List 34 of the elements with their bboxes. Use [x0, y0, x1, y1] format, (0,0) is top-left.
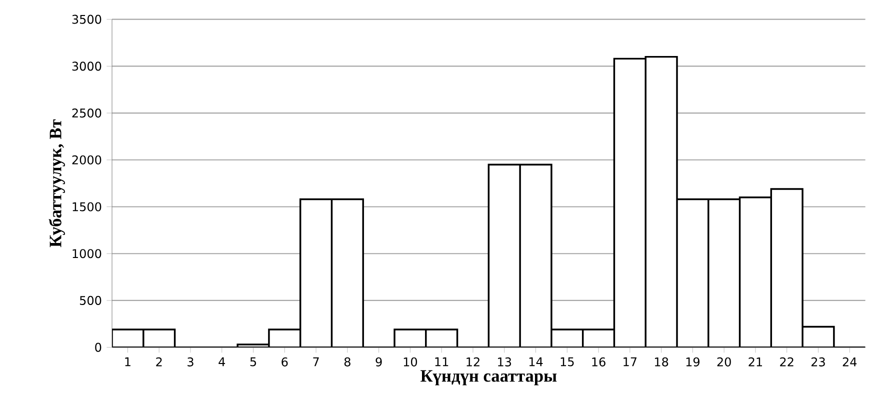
- x-tick-label: 9: [376, 357, 382, 366]
- x-tick-label: 24: [842, 357, 857, 366]
- x-tick-label: 11: [435, 357, 448, 366]
- y-tick-label: 500: [80, 296, 102, 305]
- y-tick-label: 2500: [72, 108, 102, 118]
- y-axis-title: Кубаттуулук, Вт: [48, 119, 65, 248]
- x-tick-label: 21: [748, 357, 762, 366]
- y-tick-label: 1000: [72, 249, 102, 258]
- x-tick-label: 12: [466, 357, 480, 366]
- y-tick-label: 3500: [72, 14, 102, 24]
- x-tick-label: 16: [592, 357, 606, 366]
- x-tick-label: 19: [686, 357, 700, 366]
- y-tick-label: 0: [95, 342, 102, 352]
- x-tick-label: 10: [404, 357, 418, 366]
- x-tick-label: 22: [780, 357, 794, 366]
- x-tick-label: 18: [654, 357, 668, 366]
- x-tick-label: 23: [811, 357, 825, 366]
- x-tick-label: 6: [282, 357, 288, 366]
- y-tick-label: 3000: [72, 62, 102, 71]
- x-tick-label: 14: [529, 357, 543, 366]
- x-axis-title: Күндүн сааттары: [420, 370, 557, 386]
- x-tick-label: 20: [717, 357, 731, 366]
- x-tick-label: 4: [218, 357, 226, 366]
- y-tick-label: 1500: [72, 202, 102, 212]
- x-tick-label: 2: [156, 357, 162, 366]
- x-tick-label: 3: [188, 357, 194, 366]
- x-tick-label: 13: [498, 357, 512, 366]
- x-tick-label: 8: [344, 357, 350, 366]
- x-tick-label: 1: [125, 357, 130, 366]
- x-tick-label: 7: [313, 357, 319, 366]
- x-tick-label: 17: [624, 357, 637, 366]
- x-tick-label: 5: [250, 357, 256, 366]
- x-tick-label: 15: [560, 357, 574, 366]
- y-tick-label: 2000: [72, 155, 102, 164]
